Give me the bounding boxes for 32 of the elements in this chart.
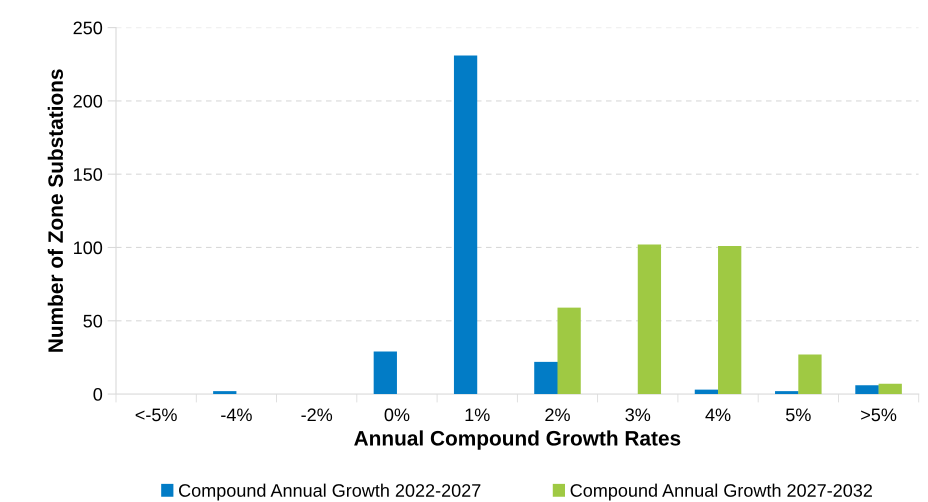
x-tick-label: -4% bbox=[221, 408, 252, 422]
y-tick-label: 200 bbox=[74, 94, 102, 108]
y-tick-label: 250 bbox=[74, 22, 102, 34]
bar bbox=[775, 391, 798, 394]
bar bbox=[798, 354, 822, 394]
bar bbox=[213, 391, 236, 394]
x-tick-label: 4% bbox=[705, 408, 730, 422]
x-tick-label: 2% bbox=[545, 408, 570, 422]
legend-label: Compound Annual Growth 2022-2027 bbox=[179, 484, 480, 500]
x-tick-label: 3% bbox=[625, 408, 650, 422]
x-tick-label: 0% bbox=[384, 408, 410, 422]
bar bbox=[557, 308, 581, 394]
y-tick-label: 150 bbox=[74, 168, 102, 181]
bar bbox=[694, 390, 718, 394]
bar bbox=[855, 385, 879, 394]
y-tick-label: 100 bbox=[74, 241, 102, 254]
y-tick-label: 0 bbox=[93, 388, 102, 401]
bar bbox=[534, 362, 558, 394]
x-axis-title: Annual Compound Growth Rates bbox=[354, 430, 680, 450]
bar bbox=[638, 244, 662, 394]
x-tick-label: >5% bbox=[861, 408, 896, 422]
bar bbox=[718, 246, 742, 394]
bar bbox=[878, 384, 902, 394]
bar bbox=[374, 352, 397, 394]
x-tick-label: -2% bbox=[301, 408, 332, 422]
x-tick-label: 5% bbox=[786, 408, 811, 422]
x-tick-label: <-5% bbox=[136, 408, 177, 422]
y-axis-title: Number of Zone Substations bbox=[48, 69, 64, 352]
bar bbox=[454, 55, 478, 394]
y-tick-label: 50 bbox=[83, 314, 102, 328]
legend-label: Compound Annual Growth 2027-2032 bbox=[570, 484, 872, 500]
x-tick-label: 1% bbox=[466, 408, 490, 422]
